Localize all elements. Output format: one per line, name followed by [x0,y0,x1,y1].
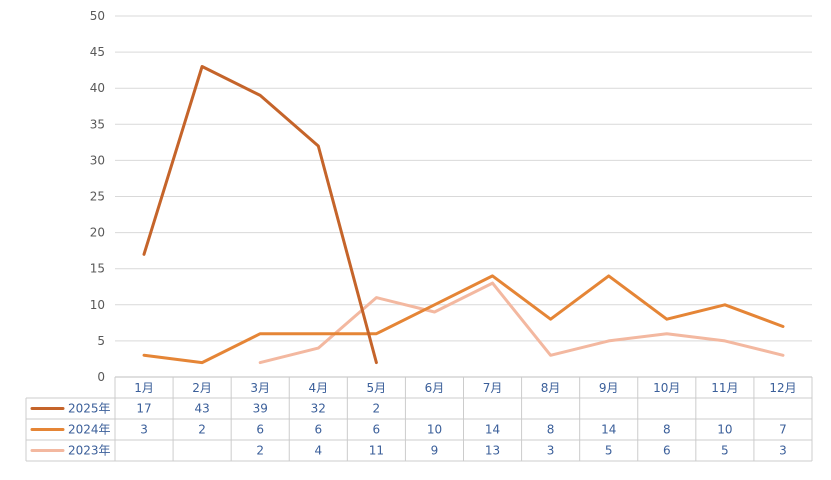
y-tick-label: 20 [90,226,105,240]
data-table-value: 5 [721,444,729,458]
y-tick-label: 30 [90,153,105,167]
y-tick-label: 35 [90,117,105,131]
data-table-value: 10 [427,423,442,437]
data-table-value: 3 [547,444,555,458]
x-category-label: 9月 [599,381,619,395]
x-category-label: 8月 [541,381,561,395]
y-tick-label: 40 [90,81,105,95]
y-tick-label: 25 [90,190,105,204]
data-table-value: 13 [485,444,500,458]
data-table-value: 11 [369,444,384,458]
y-tick-label: 15 [90,262,105,276]
data-table-value: 39 [253,402,268,416]
series-line [142,274,785,365]
data-table-value: 2 [373,402,381,416]
x-category-label: 4月 [308,381,328,395]
legend-label: 2025年 [68,402,111,416]
x-category-label: 1月 [134,381,154,395]
data-table-value: 8 [663,423,671,437]
data-table-value: 3 [779,444,787,458]
data-table-value: 3 [140,423,148,437]
y-axis-ticks: 0 5 10 15 20 25 30 35 40 45 50 [90,9,105,384]
series-lines [142,65,785,365]
x-category-label: 3月 [250,381,270,395]
data-table-value: 10 [717,423,732,437]
data-table-value: 6 [256,423,264,437]
data-table-value: 17 [136,402,151,416]
series-line [258,281,785,365]
x-category-label: 2月 [192,381,212,395]
data-table-value: 32 [311,402,326,416]
data-table-value: 8 [547,423,555,437]
y-tick-label: 5 [97,334,105,348]
data-table-value: 2 [198,423,206,437]
data-table-value: 2 [256,444,264,458]
data-table-value: 6 [373,423,381,437]
y-tick-label: 10 [90,298,105,312]
y-tick-label: 0 [97,370,105,384]
x-category-label: 5月 [367,381,387,395]
data-table-value: 4 [314,444,322,458]
data-table-value: 7 [779,423,787,437]
data-table-value: 43 [194,402,209,416]
x-category-label: 12月 [769,381,796,395]
data-table-value: 5 [605,444,613,458]
x-category-label: 7月 [483,381,503,395]
data-table-value: 6 [314,423,322,437]
x-category-label: 6月 [425,381,445,395]
x-category-label: 11月 [711,381,738,395]
data-table-value: 14 [601,423,616,437]
legend-label: 2023年 [68,444,111,458]
x-category-label: 10月 [653,381,680,395]
data-table-value: 6 [663,444,671,458]
series-line [142,65,378,365]
data-table-value: 9 [431,444,439,458]
data-table-value: 14 [485,423,500,437]
y-tick-label: 45 [90,45,105,59]
gridlines [115,15,812,342]
y-tick-label: 50 [90,9,105,23]
legend-label: 2024年 [68,423,111,437]
